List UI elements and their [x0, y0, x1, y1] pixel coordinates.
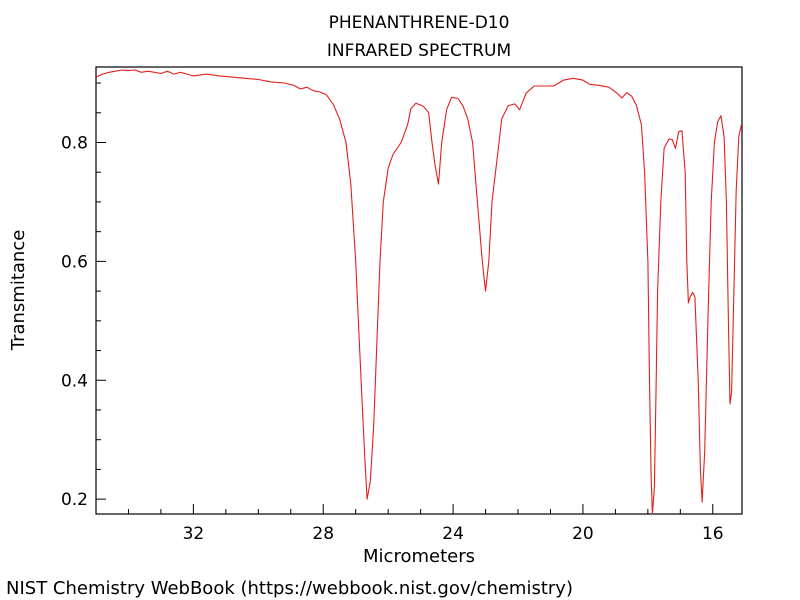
y-tick-label: 0.4	[61, 371, 88, 391]
y-axis-label: Transmitance	[8, 230, 29, 352]
y-tick-label: 0.6	[61, 252, 88, 272]
x-axis-tick-labels: 32 28 24 20 16	[183, 524, 724, 544]
x-tick-label: 28	[312, 524, 334, 544]
x-tick-label: 20	[572, 524, 594, 544]
y-tick-label: 0.8	[61, 133, 88, 153]
y-tick-label: 0.2	[61, 490, 88, 510]
x-tick-label: 24	[442, 524, 464, 544]
x-tick-label: 16	[702, 524, 724, 544]
plot-frame	[95, 66, 743, 515]
plot-area: 32 28 24 20 16 0.2 0.4 0.6 0.8	[61, 66, 743, 544]
x-axis-label: Micrometers	[363, 546, 475, 567]
chart-title-line-1: PHENANTHRENE-D10	[329, 13, 510, 33]
spectrum-series-line	[95, 69, 742, 515]
y-axis-ticks	[96, 82, 106, 500]
source-credit: NIST Chemistry WebBook (https://webbook.…	[6, 578, 573, 599]
x-axis-ticks	[127, 504, 714, 514]
x-tick-label: 32	[183, 524, 205, 544]
chart-title-line-2: INFRARED SPECTRUM	[327, 41, 511, 61]
y-axis-tick-labels: 0.2 0.4 0.6 0.8	[61, 133, 88, 510]
